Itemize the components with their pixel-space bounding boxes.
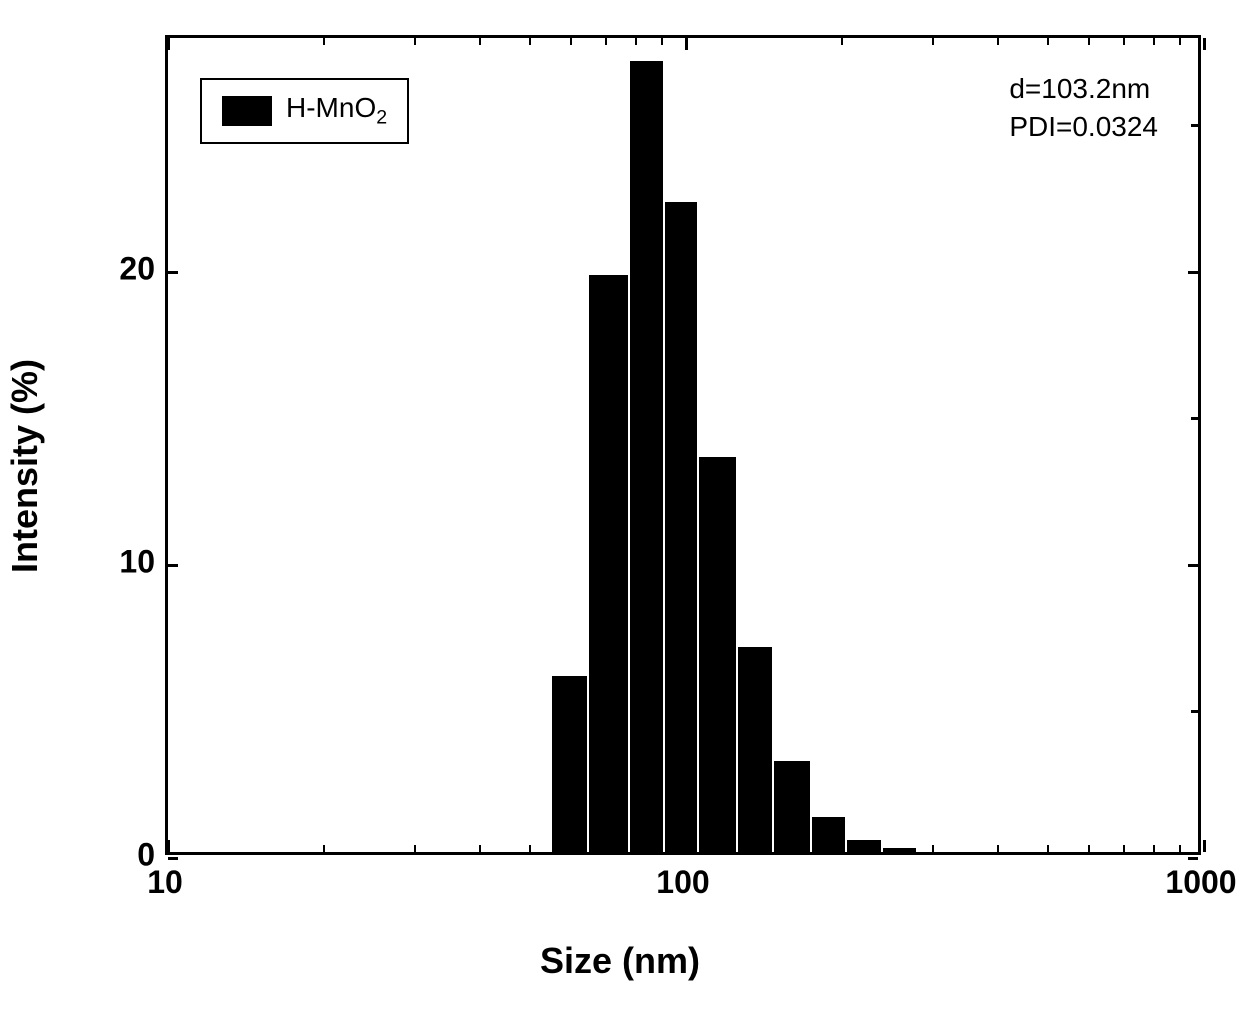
x-tick-minor	[635, 38, 637, 45]
y-tick-minor	[1191, 417, 1198, 420]
bar	[665, 202, 697, 852]
bar	[630, 61, 663, 852]
x-tick	[685, 840, 688, 852]
x-tick-minor	[605, 38, 607, 45]
x-tick-minor	[1153, 845, 1155, 852]
x-tick-minor	[479, 845, 481, 852]
x-tick-label: 100	[656, 864, 709, 901]
x-tick-minor	[323, 38, 325, 45]
bar	[847, 840, 880, 852]
x-tick	[1203, 840, 1206, 852]
x-tick-minor	[323, 845, 325, 852]
x-tick-minor	[570, 845, 572, 852]
x-tick-label: 10	[147, 864, 183, 901]
y-tick	[1188, 271, 1198, 274]
annotation-line-2: PDI=0.0324	[1009, 108, 1158, 146]
x-tick-minor	[1123, 845, 1125, 852]
bar	[883, 848, 916, 852]
x-tick-minor	[1088, 845, 1090, 852]
x-tick-minor	[932, 38, 934, 45]
x-tick-minor	[570, 38, 572, 45]
x-tick	[167, 840, 170, 852]
y-tick	[1188, 857, 1198, 860]
bar	[552, 676, 588, 852]
x-tick-minor	[841, 845, 843, 852]
y-tick-minor	[1191, 124, 1198, 127]
y-tick	[168, 564, 178, 567]
x-tick	[1203, 38, 1206, 50]
x-axis-label: Size (nm)	[540, 940, 700, 982]
x-tick-minor	[1047, 38, 1049, 45]
x-tick-minor	[414, 845, 416, 852]
x-tick-minor	[529, 845, 531, 852]
y-tick-minor	[1191, 710, 1198, 713]
x-tick-minor	[661, 845, 663, 852]
annotation-line-1: d=103.2nm	[1009, 70, 1158, 108]
y-tick-label: 20	[119, 251, 155, 288]
x-tick-minor	[414, 38, 416, 45]
x-tick-label: 1000	[1165, 864, 1236, 901]
y-tick-label: 10	[119, 544, 155, 581]
x-tick-minor	[997, 845, 999, 852]
x-tick-minor	[529, 38, 531, 45]
annotation-text: d=103.2nm PDI=0.0324	[1009, 70, 1158, 146]
y-tick	[1188, 564, 1198, 567]
bar	[774, 761, 810, 852]
x-tick-minor	[841, 38, 843, 45]
x-tick-minor	[635, 845, 637, 852]
bar	[589, 275, 628, 852]
x-tick-minor	[932, 845, 934, 852]
x-tick-minor	[1179, 845, 1181, 852]
x-tick-minor	[1047, 845, 1049, 852]
x-tick-minor	[1179, 38, 1181, 45]
x-tick-minor	[997, 38, 999, 45]
y-tick	[168, 857, 178, 860]
x-tick-minor	[605, 845, 607, 852]
x-tick-minor	[1153, 38, 1155, 45]
legend: H-MnO2	[200, 78, 409, 144]
legend-swatch	[222, 96, 272, 126]
x-tick-minor	[661, 38, 663, 45]
bar	[738, 647, 772, 852]
bar	[699, 457, 736, 852]
x-tick-minor	[1123, 38, 1125, 45]
y-tick	[168, 271, 178, 274]
chart-plot-area: H-MnO2 d=103.2nm PDI=0.0324	[165, 35, 1201, 855]
x-tick	[167, 38, 170, 50]
x-tick-minor	[1088, 38, 1090, 45]
y-axis-label: Intensity (%)	[4, 359, 46, 573]
legend-label: H-MnO2	[286, 92, 387, 130]
x-tick	[685, 38, 688, 50]
x-tick-minor	[479, 38, 481, 45]
